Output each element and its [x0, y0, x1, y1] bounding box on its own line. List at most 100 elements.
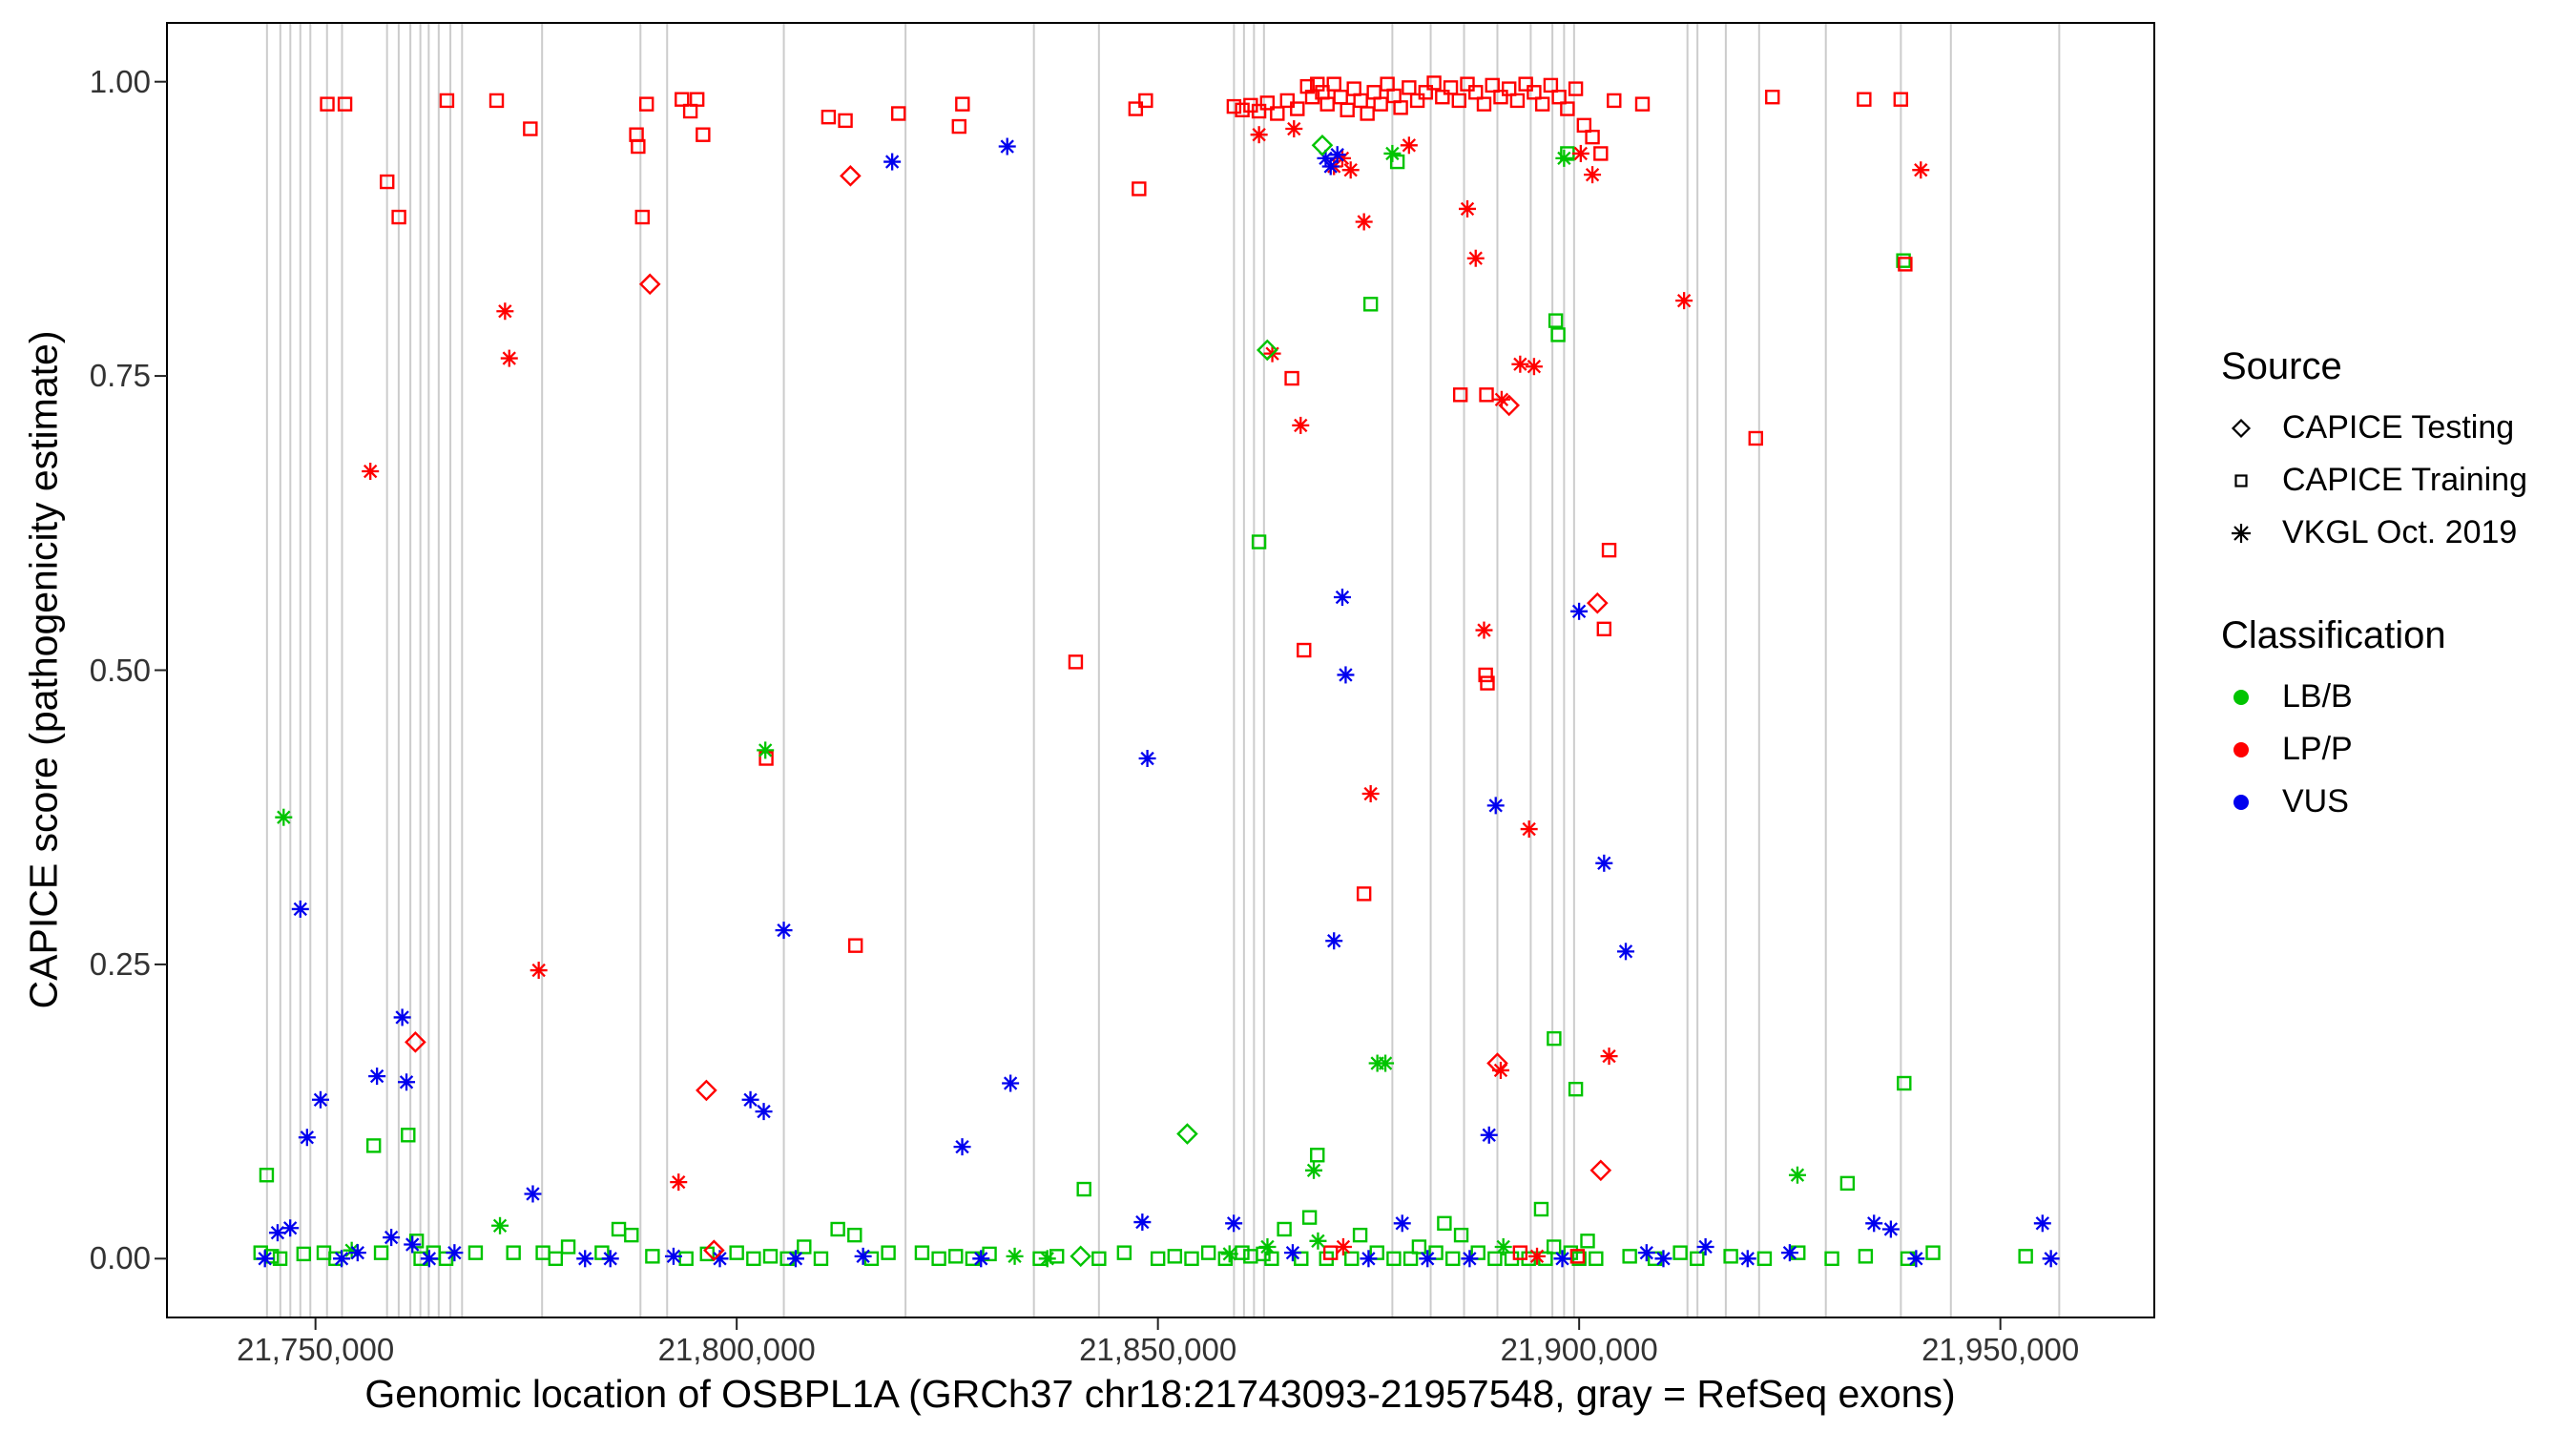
data-point	[1529, 1249, 1545, 1264]
data-point	[1076, 1181, 1091, 1197]
data-point	[1319, 96, 1335, 112]
data-point	[1167, 1249, 1183, 1264]
data-point	[369, 1068, 384, 1084]
legend-item-label: VUS	[2282, 783, 2349, 819]
diamond-icon	[2221, 412, 2261, 445]
data-point	[1150, 1251, 1166, 1267]
x-axis-title: Genomic location of OSBPL1A (GRCh37 chr1…	[364, 1372, 1956, 1416]
data-point	[1340, 102, 1355, 117]
data-point	[548, 1251, 564, 1267]
x-tick-label: 21,900,000	[1500, 1332, 1658, 1367]
data-point	[2018, 1249, 2033, 1264]
data-point	[1518, 76, 1533, 92]
data-point	[1748, 430, 1763, 446]
data-point	[1426, 75, 1442, 91]
data-point	[1411, 1239, 1427, 1255]
data-point	[488, 93, 505, 109]
data-point	[672, 1174, 686, 1190]
data-point	[1509, 93, 1526, 109]
data-point	[1366, 85, 1381, 100]
data-point	[1573, 146, 1589, 161]
data-point	[364, 464, 378, 479]
data-point	[1235, 102, 1250, 117]
data-point	[1389, 154, 1405, 170]
y-tick-label: 0.50	[89, 652, 151, 688]
data-point	[2044, 1252, 2058, 1266]
data-point	[1235, 1245, 1250, 1260]
data-point	[611, 1221, 627, 1237]
data-point	[492, 1218, 508, 1233]
data-point	[1498, 394, 1521, 417]
data-point	[1252, 128, 1266, 142]
data-point	[813, 1251, 829, 1267]
data-point	[334, 1252, 349, 1266]
legend-item-label: CAPICE Testing	[2282, 409, 2515, 446]
data-point	[258, 1252, 272, 1266]
data-point	[1478, 667, 1493, 683]
data-point	[1327, 934, 1341, 948]
legend-item-label: CAPICE Training	[2282, 462, 2527, 498]
data-point	[1226, 1216, 1241, 1231]
data-point	[447, 1245, 462, 1260]
data-point	[1284, 370, 1299, 386]
data-point	[1494, 392, 1509, 406]
data-point	[300, 1130, 315, 1145]
data-point	[272, 1251, 288, 1267]
data-point	[1560, 101, 1575, 116]
data-point	[391, 209, 406, 225]
data-point	[1477, 623, 1491, 637]
data-point	[696, 1079, 717, 1102]
data-point	[1485, 77, 1500, 93]
data-point	[1513, 357, 1527, 371]
data-point	[1322, 1245, 1339, 1260]
data-point	[313, 1092, 328, 1107]
blue-dot-icon	[2221, 786, 2261, 819]
data-point	[373, 1245, 389, 1260]
data-point	[1550, 327, 1566, 342]
data-point	[624, 1227, 639, 1243]
data-point	[1451, 93, 1466, 109]
data-point	[1008, 1249, 1022, 1264]
data-point	[1527, 85, 1542, 100]
square-icon	[2221, 465, 2261, 497]
data-point	[1335, 590, 1350, 605]
data-point	[531, 963, 546, 978]
data-point	[689, 92, 705, 107]
data-point	[395, 1010, 409, 1025]
data-point	[594, 1245, 610, 1260]
data-point	[1000, 139, 1014, 154]
data-point	[1287, 121, 1301, 136]
legend-source-title: Source	[2221, 345, 2342, 387]
data-point	[634, 209, 650, 225]
data-point	[1310, 76, 1325, 92]
data-point	[1470, 1245, 1485, 1260]
data-point	[884, 155, 900, 169]
data-point	[560, 1239, 576, 1255]
data-point	[1132, 181, 1147, 197]
data-point	[881, 1245, 896, 1260]
x-tick-label: 21,950,000	[1922, 1332, 2080, 1367]
data-point	[502, 351, 516, 365]
data-point	[951, 118, 966, 135]
red-dot-icon	[2221, 734, 2261, 766]
data-point	[1361, 1252, 1376, 1266]
data-point	[1596, 621, 1612, 637]
data-point	[320, 96, 335, 112]
data-point	[1003, 1076, 1018, 1090]
data-point	[1486, 1052, 1508, 1074]
data-point	[1279, 93, 1295, 109]
data-point	[1639, 1245, 1653, 1260]
legend-item-vkgl: VKGL Oct. 2019	[2221, 514, 2527, 551]
data-point	[344, 1243, 359, 1257]
data-point	[1622, 1249, 1637, 1264]
y-tick-label: 0.25	[89, 945, 151, 982]
data-point	[788, 1252, 803, 1266]
data-point	[1546, 1239, 1562, 1255]
data-point	[1357, 215, 1371, 229]
data-point	[758, 743, 773, 757]
data-point	[1576, 117, 1592, 134]
data-point	[1176, 1123, 1198, 1145]
data-point	[743, 1092, 758, 1107]
